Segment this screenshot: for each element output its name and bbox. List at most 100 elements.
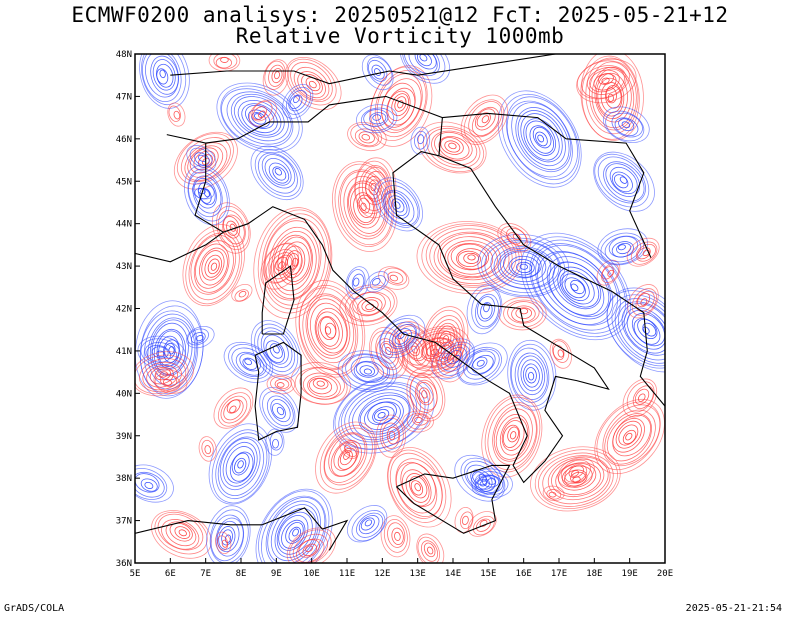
- positive-contour: [589, 69, 620, 93]
- positive-contour: [261, 213, 330, 310]
- positive-contour: [622, 378, 658, 418]
- positive-contour: [417, 536, 440, 563]
- positive-contour: [264, 60, 286, 90]
- negative-contour: [276, 406, 285, 416]
- positive-contour: [434, 131, 473, 162]
- negative-contour: [197, 181, 216, 206]
- negative-contour: [593, 151, 655, 212]
- negative-contour: [276, 511, 313, 555]
- positive-contour: [626, 237, 660, 267]
- negative-contour: [527, 371, 535, 381]
- positive-contour: [394, 531, 401, 541]
- positive-contour: [343, 175, 387, 237]
- negative-contour: [261, 495, 327, 563]
- positive-contour: [456, 248, 487, 270]
- negative-contour: [259, 387, 300, 433]
- coastline: [135, 520, 263, 534]
- positive-contour: [481, 394, 543, 478]
- positive-contour: [274, 71, 280, 80]
- map-subtitle: Relative Vorticity 1000mb: [235, 24, 565, 48]
- y-tick-label: 41N: [116, 347, 132, 357]
- positive-contour: [361, 299, 379, 312]
- negative-contour: [617, 244, 626, 251]
- positive-contour: [298, 284, 364, 376]
- positive-contour: [307, 298, 351, 359]
- positive-contour: [305, 77, 321, 92]
- negative-contour: [614, 174, 629, 189]
- positive-contour: [157, 513, 204, 551]
- positive-contour: [334, 163, 395, 247]
- positive-contour: [530, 446, 621, 512]
- negative-contour: [606, 290, 665, 369]
- positive-contour: [305, 545, 313, 553]
- positive-contour: [502, 424, 521, 448]
- positive-contour: [438, 341, 455, 366]
- negative-contour: [195, 335, 204, 342]
- positive-contour: [213, 54, 238, 70]
- negative-contour: [475, 478, 490, 490]
- positive-contour: [379, 417, 404, 453]
- positive-contour: [538, 452, 614, 507]
- positive-contour: [162, 379, 172, 386]
- negative-contour: [501, 93, 580, 185]
- positive-contour: [290, 61, 333, 103]
- positive-contour: [542, 485, 565, 502]
- negative-contour: [623, 307, 665, 354]
- positive-contour: [423, 542, 436, 558]
- positive-contour: [190, 234, 237, 295]
- positive-contour: [618, 424, 639, 446]
- negative-contour: [621, 121, 631, 129]
- positive-contour: [381, 422, 401, 449]
- negative-contour: [631, 313, 665, 347]
- positive-contour: [314, 307, 348, 354]
- negative-contour: [215, 432, 268, 500]
- positive-contour: [405, 337, 424, 360]
- positive-contour: [564, 464, 588, 483]
- positive-contour: [429, 327, 468, 383]
- negative-contour: [605, 110, 645, 142]
- positive-contour: [402, 410, 434, 433]
- negative-contour: [532, 126, 552, 149]
- negative-contour: [288, 90, 308, 112]
- positive-contour: [576, 58, 637, 104]
- negative-contour: [341, 353, 394, 391]
- positive-contour: [149, 366, 174, 385]
- coastline: [170, 54, 556, 85]
- negative-contour: [187, 328, 209, 346]
- positive-contour: [542, 455, 611, 505]
- positive-contour: [507, 426, 519, 443]
- positive-contour: [220, 395, 248, 424]
- positive-contour: [204, 254, 223, 278]
- negative-contour: [603, 161, 645, 202]
- x-tick-label: 19E: [622, 569, 638, 579]
- negative-contour: [597, 156, 646, 204]
- negative-contour: [221, 529, 233, 546]
- positive-contour: [248, 99, 277, 127]
- positive-contour: [546, 489, 562, 500]
- positive-contour: [580, 54, 644, 141]
- negative-contour: [525, 367, 537, 384]
- positive-contour: [188, 232, 240, 301]
- y-tick-label: 40N: [116, 389, 132, 399]
- positive-contour: [178, 529, 187, 537]
- positive-contour: [460, 511, 473, 530]
- positive-contour: [406, 413, 431, 430]
- positive-contour: [497, 223, 532, 253]
- positive-contour: [268, 64, 285, 87]
- positive-contour: [142, 361, 182, 391]
- negative-contour: [466, 350, 496, 376]
- negative-contour: [497, 90, 582, 188]
- positive-contour: [428, 315, 464, 363]
- negative-contour: [383, 321, 417, 353]
- positive-contour: [434, 322, 458, 355]
- y-tick-label: 48N: [116, 50, 132, 60]
- y-tick-label: 36N: [116, 559, 132, 569]
- negative-contour: [523, 118, 560, 161]
- positive-contour: [581, 65, 627, 99]
- positive-contour: [135, 354, 189, 395]
- negative-contour: [228, 343, 271, 380]
- negative-contour: [480, 237, 565, 297]
- positive-contour: [376, 73, 423, 134]
- positive-contour: [634, 388, 650, 405]
- coastline: [442, 112, 652, 258]
